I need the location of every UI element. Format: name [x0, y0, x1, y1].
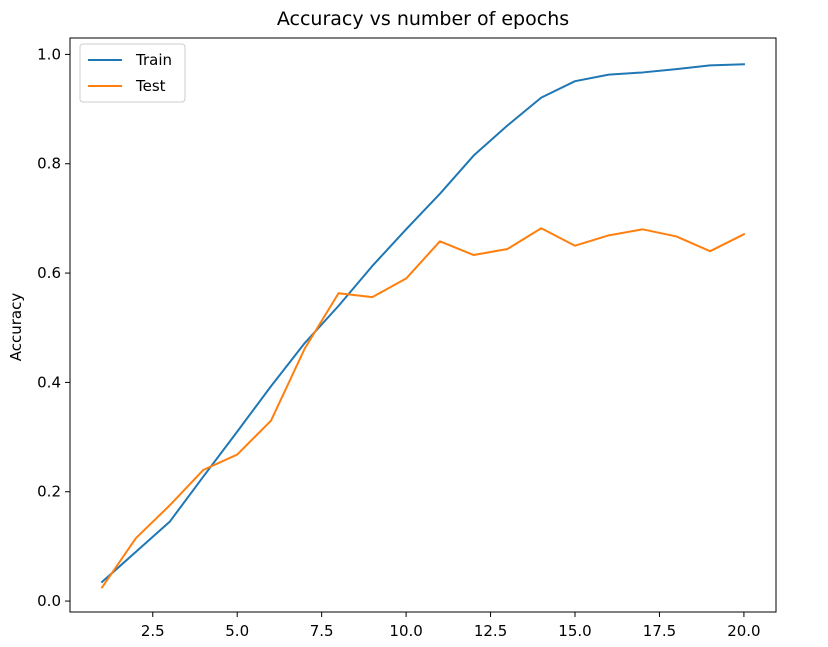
x-tick-label: 20.0	[727, 622, 760, 640]
y-tick-label: 0.2	[37, 483, 61, 501]
series-line-train	[100, 63, 745, 584]
x-tick-label: 10.0	[389, 622, 422, 640]
x-tick-label: 7.5	[310, 622, 334, 640]
legend-label-train: Train	[135, 51, 172, 69]
legend-box	[79, 43, 186, 103]
x-axis: 2.5 5.0 7.5 10.0 12.5 15.0 17.5 20.0	[141, 612, 761, 640]
x-tick-label: 15.0	[558, 622, 591, 640]
legend-label-test: Test	[135, 77, 166, 95]
x-tick-label: 2.5	[141, 622, 165, 640]
x-tick-label: 12.5	[474, 622, 507, 640]
y-tick-label: 0.0	[37, 592, 61, 610]
chart-title: Accuracy vs number of epochs	[277, 8, 569, 30]
x-tick-label: 17.5	[643, 622, 676, 640]
x-tick-label: 5.0	[225, 622, 249, 640]
y-tick-label: 0.4	[37, 373, 61, 391]
legend: Train Test	[79, 43, 186, 103]
y-tick-label: 1.0	[37, 45, 61, 63]
y-axis: 0.0 0.2 0.4 0.6 0.8 1.0	[37, 45, 70, 610]
series-line-test	[100, 227, 746, 589]
y-tick-label: 0.8	[37, 155, 61, 173]
plot-frame	[69, 37, 777, 613]
series-layer	[100, 63, 746, 589]
y-tick-label: 0.6	[37, 264, 61, 282]
y-axis-label: Accuracy	[7, 293, 25, 362]
